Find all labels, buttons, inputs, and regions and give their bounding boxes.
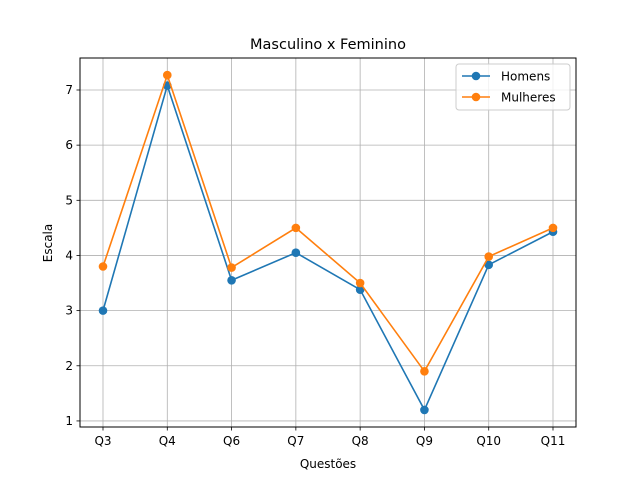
data-point bbox=[548, 223, 558, 233]
series-layer bbox=[98, 70, 558, 415]
data-point bbox=[291, 248, 301, 258]
data-point bbox=[227, 263, 236, 272]
legend-marker bbox=[471, 92, 481, 102]
data-point bbox=[484, 260, 494, 270]
x-tick-label: Q9 bbox=[416, 434, 433, 448]
y-tick-label: 6 bbox=[65, 138, 73, 152]
x-tick-label: Q7 bbox=[287, 434, 304, 448]
x-axis-label: Questões bbox=[300, 457, 356, 471]
data-point bbox=[355, 278, 365, 288]
x-tick-label: Q8 bbox=[352, 434, 369, 448]
data-point bbox=[291, 223, 301, 233]
data-point bbox=[162, 70, 172, 80]
data-point bbox=[98, 306, 108, 315]
series-line bbox=[102, 82, 554, 412]
chart-title: Masculino x Feminino bbox=[250, 37, 406, 53]
legend-item-homens: Homens bbox=[462, 70, 550, 84]
legend-marker bbox=[471, 71, 481, 81]
x-tick-label: Q11 bbox=[541, 434, 566, 448]
y-tick-label: 7 bbox=[65, 83, 73, 97]
legend-label: Mulheres bbox=[501, 91, 556, 105]
legend-label: Homens bbox=[501, 70, 550, 84]
x-tick-label: Q10 bbox=[476, 434, 501, 448]
series-homens bbox=[98, 81, 558, 415]
legend-item-mulheres: Mulheres bbox=[462, 91, 556, 105]
x-axis: Q3 Q4 Q6 Q7 Q8 Q9 Q10 Q11 bbox=[94, 427, 565, 448]
y-axis: 1 2 3 4 5 6 7 bbox=[65, 83, 80, 428]
legend: Homens Mulheres bbox=[455, 63, 571, 111]
x-tick-label: Q3 bbox=[94, 434, 111, 448]
y-tick-label: 5 bbox=[65, 193, 73, 207]
data-point bbox=[484, 252, 494, 261]
plot-frame bbox=[79, 57, 577, 428]
data-point bbox=[420, 405, 429, 415]
y-tick-label: 4 bbox=[65, 248, 73, 262]
x-tick-label: Q4 bbox=[159, 434, 176, 448]
y-tick-label: 2 bbox=[65, 359, 73, 373]
data-point bbox=[355, 285, 365, 294]
y-tick-label: 3 bbox=[65, 304, 73, 318]
grid bbox=[80, 58, 576, 427]
series-line bbox=[102, 72, 554, 373]
data-point bbox=[420, 366, 429, 376]
y-tick-label: 1 bbox=[65, 414, 73, 428]
data-point bbox=[98, 262, 108, 271]
data-point bbox=[227, 275, 236, 285]
x-tick-label: Q6 bbox=[223, 434, 240, 448]
series-mulheres bbox=[98, 70, 558, 376]
y-axis-label: Escala bbox=[41, 224, 55, 262]
